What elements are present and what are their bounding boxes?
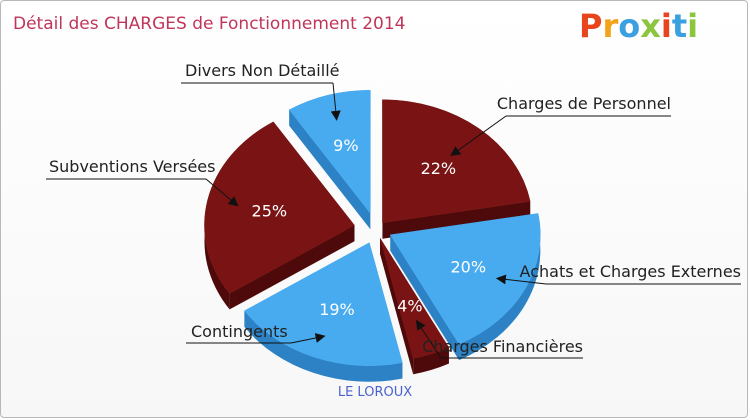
slice-name-label: Charges de Personnel [497, 94, 671, 113]
logo-letter: o [618, 7, 641, 45]
logo-letter: P [579, 7, 603, 45]
slice-percent-label: 9% [333, 136, 358, 155]
pie-slice-charges-de-personnel [382, 99, 531, 224]
slice-percent-label: 25% [252, 202, 288, 221]
pie-slice-wall [380, 238, 414, 375]
slice-name-label: Achats et Charges Externes [520, 262, 741, 281]
pie-slice-achats-et-charges-externes [389, 213, 541, 345]
logo-letter: x [640, 7, 661, 45]
slice-percent-label: 20% [451, 258, 487, 277]
slice-name-label: Subventions Versées [49, 157, 215, 176]
slice-name-label: Charges Financières [422, 337, 583, 356]
pie-slice-side [244, 310, 403, 382]
slice-name-label: Contingents [191, 322, 288, 341]
pie-slice-subventions-vers-es [204, 121, 355, 294]
pie-slice-side [459, 213, 541, 361]
callout-arrow [205, 178, 239, 207]
callout-arrow [330, 82, 341, 121]
callout-arrow [495, 274, 547, 285]
logo-letter: r [602, 7, 619, 45]
callout-arrow [415, 319, 442, 359]
callout-arrow [450, 115, 507, 157]
slice-percent-label: 19% [319, 300, 355, 319]
pie-slice-charges-financi-res [379, 238, 450, 359]
logo-letter: i [687, 7, 699, 45]
chart-subtitle: LE LOROUX [337, 385, 413, 400]
slice-percent-label: 22% [421, 159, 457, 178]
proxiti-logo: Proxiti [579, 7, 698, 45]
logo-letter: t [671, 7, 688, 45]
logo-letter: i [660, 7, 672, 45]
pie-slice-wall [229, 225, 355, 310]
pie-slice-wall [390, 234, 460, 361]
pie-slice-wall [289, 109, 371, 230]
callout-arrow [290, 333, 326, 344]
pie-slice-contingents [244, 242, 403, 366]
slice-percent-label: 4% [397, 296, 422, 315]
pie-slice-side [413, 347, 449, 375]
pie-slice-divers-non-d-taill- [288, 90, 371, 214]
chart-title: Détail des CHARGES de Fonctionnement 201… [13, 14, 406, 34]
slice-name-label: Divers Non Détaillé [185, 61, 339, 80]
pie-slice-wall [382, 201, 531, 239]
